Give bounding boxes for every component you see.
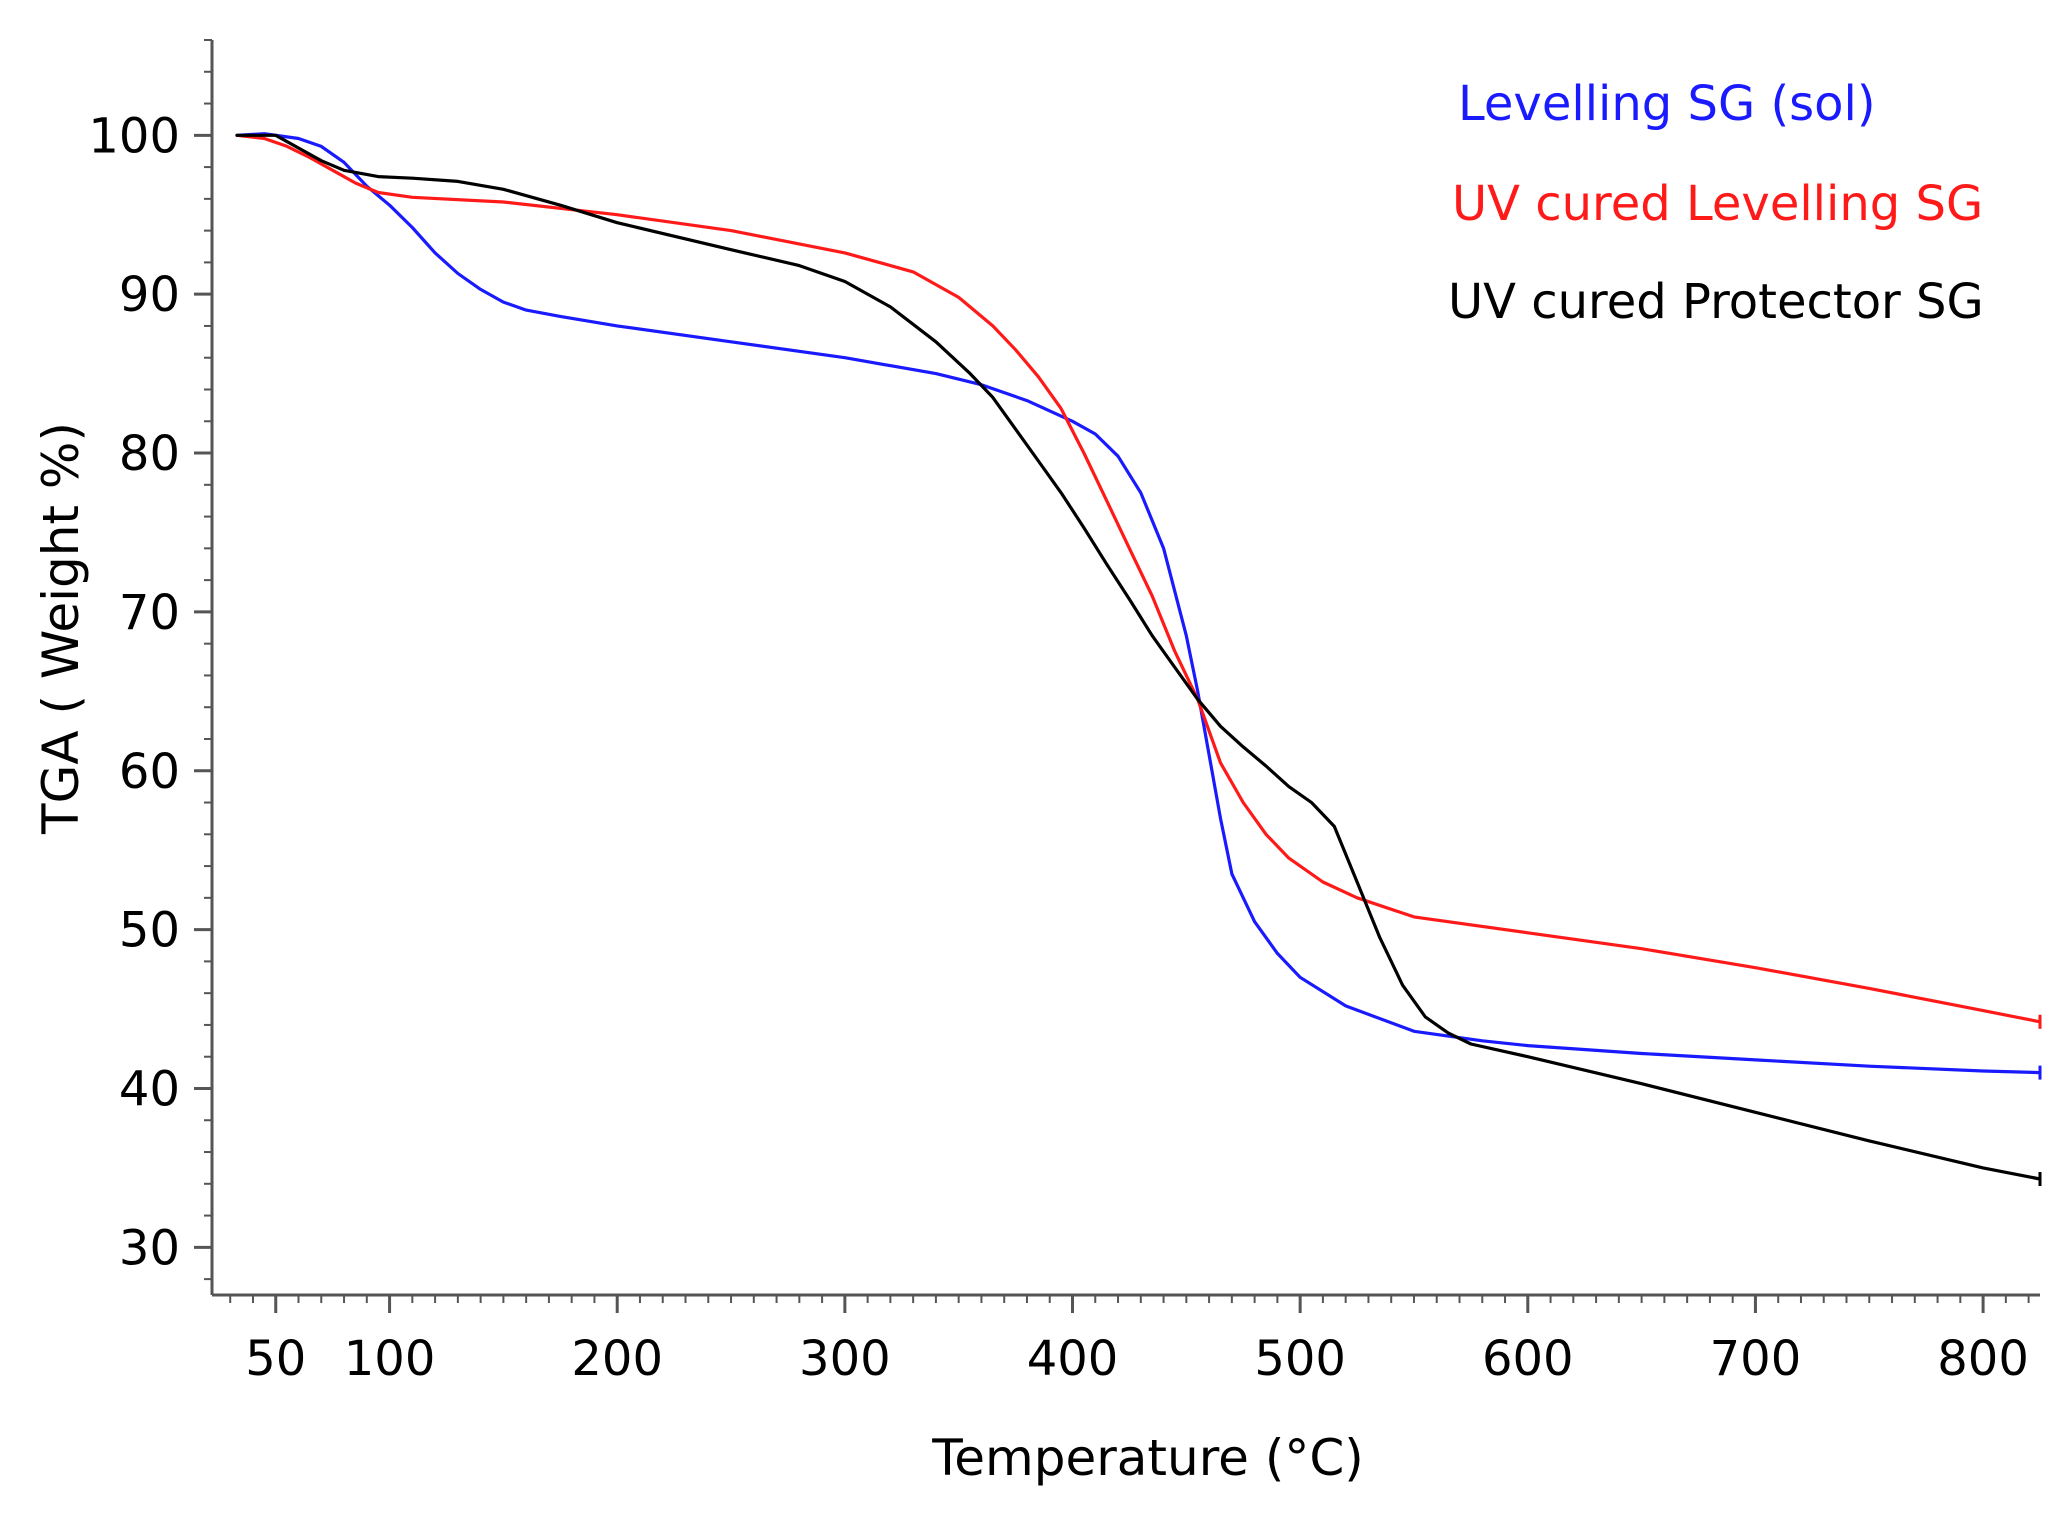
x-tick-label: 400: [1027, 1331, 1119, 1387]
x-tick-label: 600: [1482, 1331, 1574, 1387]
y-tick-label: 70: [119, 585, 180, 641]
y-tick-label: 100: [88, 108, 180, 164]
y-tick-label: 50: [119, 903, 180, 959]
series-line-3: [235, 133, 2042, 1181]
y-tick-label: 40: [119, 1061, 180, 1117]
y-axis-title: TGA ( Weight %): [32, 422, 90, 835]
y-tick-label: 30: [119, 1220, 180, 1276]
axes: [210, 40, 2040, 1297]
y-tick-label: 80: [119, 426, 180, 482]
legend-label-2: UV cured Levelling SG: [1452, 176, 1983, 232]
y-tick-label: 60: [119, 744, 180, 800]
series-line-1: [235, 132, 2042, 1075]
series-line-2: [235, 133, 2042, 1024]
x-tick-label: 200: [571, 1331, 663, 1387]
legend-label-3: UV cured Protector SG: [1448, 274, 1984, 330]
x-tick-label: 300: [799, 1331, 891, 1387]
x-tick-label: 700: [1710, 1331, 1802, 1387]
series-layer: [235, 132, 2042, 1187]
ticks: 50 100 200 300 400 500 600 700 800 30 40 50 60 70 80 90…: [88, 39, 2030, 1387]
x-axis-title: Temperature (°C): [931, 1429, 1364, 1487]
legend: Levelling SG (sol) UV cured Levelling SG U…: [1448, 76, 1984, 330]
x-tick-label: 500: [1254, 1331, 1346, 1387]
y-tick-label: 90: [119, 267, 180, 323]
x-tick-label: 100: [344, 1331, 436, 1387]
x-tick-label: 800: [1937, 1331, 2029, 1387]
x-tick-label: 50: [245, 1331, 306, 1387]
legend-label-1: Levelling SG (sol): [1458, 76, 1876, 132]
